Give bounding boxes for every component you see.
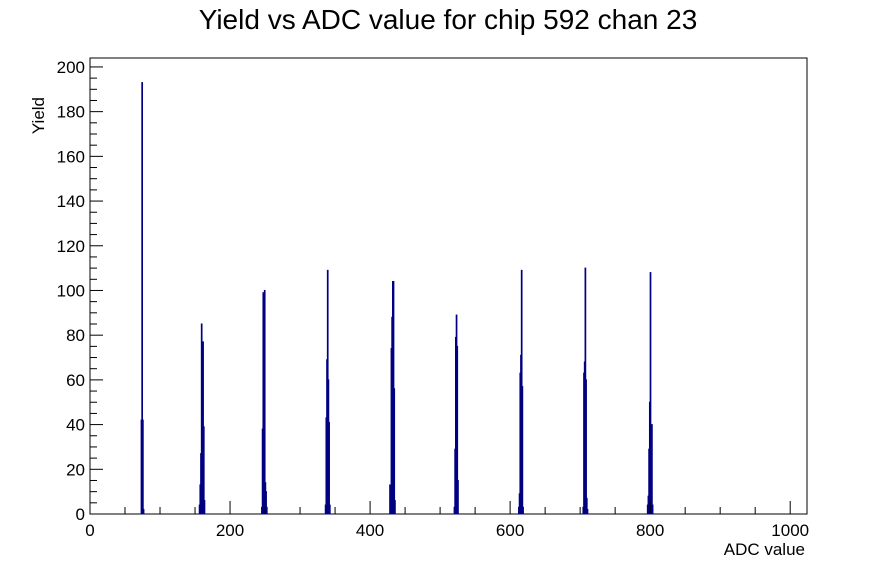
histogram-bin [457, 479, 459, 515]
plot-area: 0 200 400 600 800 1000 0 20 40 60 80 100 120 140 160 18… [57, 57, 809, 540]
x-tick-label: 0 [85, 521, 94, 540]
y-tick-label: 180 [57, 103, 85, 122]
histogram-bin [585, 379, 587, 515]
x-tick-label: 600 [496, 521, 524, 540]
y-tick-label: 0 [76, 505, 85, 524]
histogram-bin [521, 386, 524, 515]
x-axis-label: ADC value [724, 540, 805, 559]
histogram-bin [393, 388, 396, 515]
y-axis-label: Yield [29, 97, 48, 134]
histogram-bin [263, 289, 266, 515]
y-tick-label: 140 [57, 192, 85, 211]
histogram-bin [522, 506, 524, 515]
chart-title: Yield vs ADC value for chip 592 chan 23 [199, 4, 698, 35]
histogram-bin [328, 504, 331, 515]
x-tick-label: 1000 [771, 521, 809, 540]
y-tick-label: 120 [57, 237, 85, 256]
y-tick-label: 200 [57, 58, 85, 77]
y-tick-label: 100 [57, 281, 85, 300]
x-tick-label: 800 [636, 521, 664, 540]
y-tick-label: 80 [66, 326, 85, 345]
histogram-bin [586, 509, 589, 515]
plot-frame [89, 57, 808, 515]
histogram-bin [328, 421, 330, 515]
x-tick-label: 400 [356, 521, 384, 540]
y-tick-label: 40 [66, 416, 85, 435]
histogram-bin [142, 509, 145, 515]
y-tick-label: 20 [66, 460, 85, 479]
histogram-bin [394, 500, 396, 515]
histogram-bin [649, 272, 652, 515]
y-tick-label: 160 [57, 147, 85, 166]
histogram-bin [203, 500, 206, 515]
histogram-bin [651, 424, 653, 515]
histogram-bin [651, 504, 654, 515]
histogram-bin [265, 506, 268, 515]
x-tick-label: 200 [216, 521, 244, 540]
histogram-bin [142, 419, 144, 515]
y-tick-label: 60 [66, 371, 85, 390]
